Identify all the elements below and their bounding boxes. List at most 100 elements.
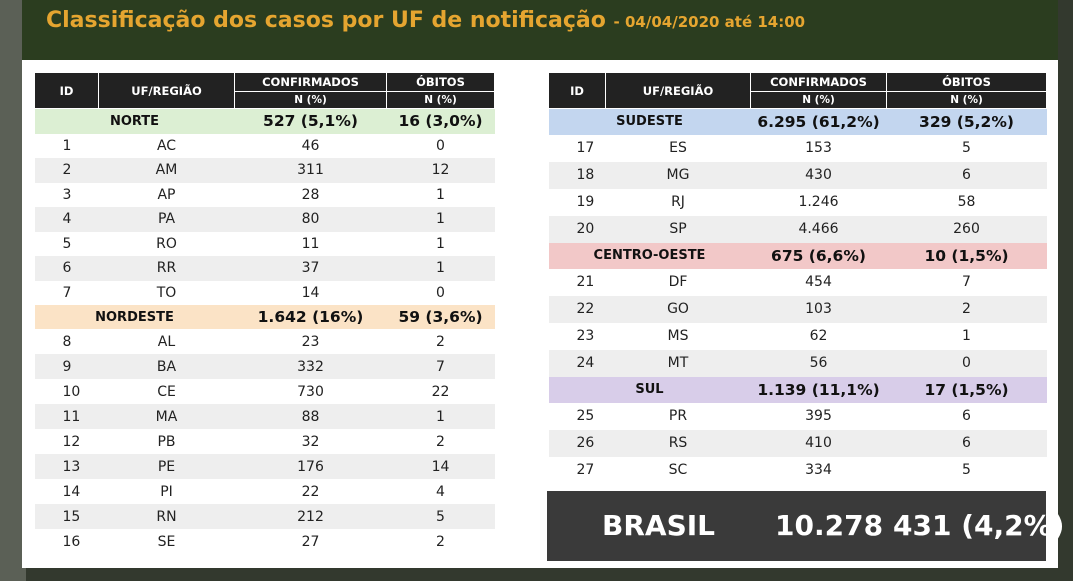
- row-id: 26: [548, 429, 606, 457]
- row-uf: PB: [157, 433, 176, 450]
- table-row: 24 MT 56 0: [548, 349, 1047, 377]
- table-row: 8 AL 23 2: [35, 329, 495, 354]
- row-uf: PA: [98, 207, 235, 232]
- row-id: 3: [62, 186, 72, 203]
- table-row: 27 SC 334 5: [549, 457, 1047, 484]
- row-deaths: 2: [886, 295, 1047, 323]
- region-name: SUL: [548, 376, 751, 403]
- row-confirmed: 4.466: [750, 215, 887, 243]
- row-uf: BA: [98, 354, 235, 379]
- row-id: 22: [548, 295, 606, 323]
- row-deaths: 0: [436, 137, 445, 154]
- row-deaths: 1: [436, 186, 445, 203]
- row-confirmed: 46: [301, 137, 320, 154]
- row-confirmed: 88: [234, 404, 387, 429]
- row-uf: AC: [156, 137, 177, 154]
- row-confirmed: 430: [750, 161, 887, 189]
- row-uf: SC: [668, 462, 688, 478]
- row-deaths: 7: [386, 354, 495, 379]
- row-id: 15: [34, 504, 99, 529]
- region-name: NORDESTE: [34, 305, 235, 329]
- right-table-body: SUDESTE 6.295 (61,2%) 329 (5,2%) 17 ES 153 5 18…: [548, 108, 1047, 484]
- row-uf: TO: [156, 284, 177, 301]
- row-confirmed: 27: [301, 533, 320, 550]
- header-uf: UF/REGIÃO: [98, 72, 235, 109]
- row-uf: CE: [157, 383, 176, 400]
- table-row: 18 MG 430 6: [548, 161, 1047, 189]
- row-id: 12: [62, 433, 81, 450]
- header-deaths-unit: N (%): [386, 91, 495, 109]
- row-id: 14: [62, 483, 81, 500]
- table-row: 12 PB 32 2: [35, 429, 495, 454]
- row-confirmed: 311: [234, 158, 387, 183]
- row-uf: AP: [157, 186, 176, 203]
- row-id: 21: [576, 274, 595, 290]
- header-confirmed-unit: N (%): [750, 91, 887, 109]
- header-deaths: ÓBITOS: [886, 72, 1047, 92]
- row-confirmed: 14: [301, 284, 320, 301]
- row-uf: GO: [605, 295, 751, 323]
- row-deaths: 5: [962, 140, 971, 156]
- region-row: SUL 1.139 (11,1%) 17 (1,5%): [548, 376, 1047, 403]
- row-uf: AM: [98, 158, 235, 183]
- row-confirmed: 176: [234, 454, 387, 479]
- table-row: 21 DF 454 7: [549, 269, 1047, 296]
- region-confirmed: 1.139 (11,1%): [750, 376, 887, 403]
- row-uf: RO: [156, 235, 177, 252]
- row-uf: MT: [605, 349, 751, 377]
- row-confirmed: 28: [301, 186, 320, 203]
- row-confirmed: 153: [805, 140, 832, 156]
- header-uf: UF/REGIÃO: [605, 72, 751, 109]
- region-deaths: 59 (3,6%): [386, 305, 495, 329]
- row-deaths: 2: [436, 433, 445, 450]
- header-deaths-unit: N (%): [886, 91, 1047, 109]
- row-uf: SP: [605, 215, 751, 243]
- table-row: 20 SP 4.466 260: [548, 215, 1047, 243]
- row-confirmed: 80: [234, 207, 387, 232]
- background-sidebar: [0, 0, 26, 581]
- left-table: ID UF/REGIÃO CONFIRMADOS ÓBITOS N (%) N …: [34, 72, 495, 554]
- row-uf: PR: [668, 408, 688, 424]
- row-uf: PE: [98, 454, 235, 479]
- row-id: 11: [34, 404, 99, 429]
- row-id: 18: [548, 161, 606, 189]
- row-id: 7: [62, 284, 72, 301]
- row-confirmed: 395: [805, 408, 832, 424]
- row-confirmed: 730: [297, 383, 324, 400]
- row-uf: ES: [669, 140, 687, 156]
- row-deaths: 1: [436, 235, 445, 252]
- table-row: 6 RR 37 1: [34, 256, 495, 281]
- table-row: 13 PE 176 14: [34, 454, 495, 479]
- row-deaths: 58: [957, 194, 976, 210]
- row-deaths: 0: [886, 349, 1047, 377]
- row-deaths: 2: [436, 333, 445, 350]
- row-confirmed: 1.246: [798, 194, 839, 210]
- row-confirmed: 62: [809, 328, 828, 344]
- row-id: 9: [34, 354, 99, 379]
- header-id: ID: [548, 72, 606, 109]
- region-row: NORTE 527 (5,1%) 16 (3,0%): [34, 108, 495, 134]
- row-uf: MG: [605, 161, 751, 189]
- row-id: 10: [62, 383, 81, 400]
- table-row: 2 AM 311 12: [34, 158, 495, 183]
- row-uf: RR: [98, 256, 235, 281]
- row-id: 23: [576, 328, 595, 344]
- row-deaths: 5: [386, 504, 495, 529]
- row-uf: DF: [668, 274, 688, 290]
- table-row: 10 CE 730 22: [35, 379, 495, 404]
- region-name: NORTE: [34, 108, 235, 134]
- region-name: CENTRO-OESTE: [548, 242, 751, 269]
- table-row: 22 GO 103 2: [548, 295, 1047, 323]
- row-deaths: 260: [886, 215, 1047, 243]
- row-uf: AL: [157, 333, 176, 350]
- row-confirmed: 212: [234, 504, 387, 529]
- table-row: 1 AC 46 0: [35, 134, 495, 159]
- title-date: - 04/04/2020 até 14:00: [613, 13, 806, 31]
- region-name: SUDESTE: [548, 108, 751, 135]
- slide-title: Classificação dos casos por UF de notifi…: [46, 8, 805, 33]
- row-deaths: 7: [962, 274, 971, 290]
- header-id: ID: [34, 72, 99, 109]
- row-deaths: 4: [436, 483, 445, 500]
- row-id: 2: [34, 158, 99, 183]
- row-uf: SE: [157, 533, 176, 550]
